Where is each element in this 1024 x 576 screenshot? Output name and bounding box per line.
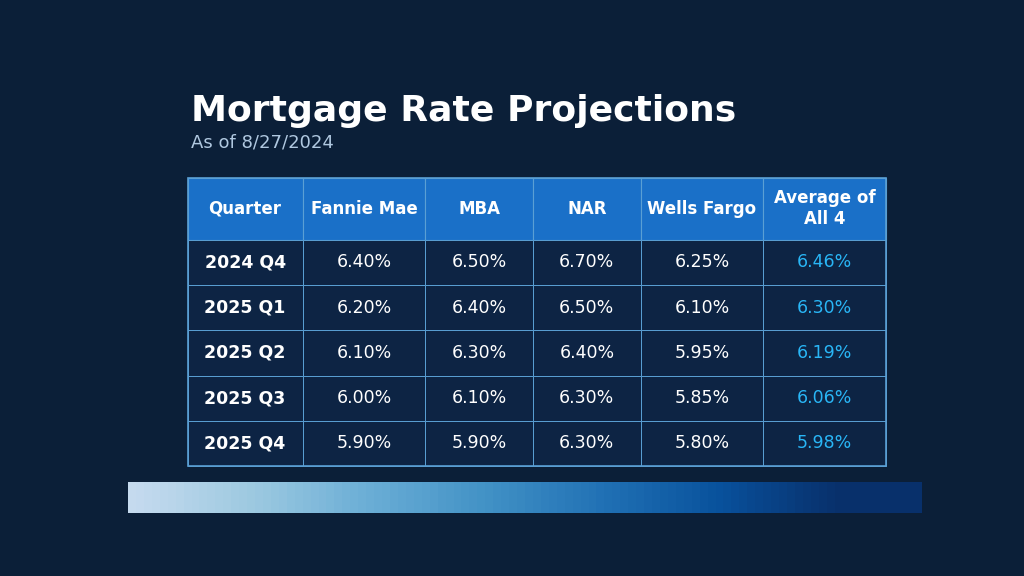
Text: 6.30%: 6.30% bbox=[452, 344, 507, 362]
Bar bbox=[187, 178, 886, 466]
Text: 6.19%: 6.19% bbox=[797, 344, 852, 362]
Bar bbox=[303, 285, 425, 330]
Bar bbox=[641, 285, 763, 330]
Bar bbox=[187, 178, 303, 240]
Text: 5.90%: 5.90% bbox=[336, 434, 391, 452]
Text: 6.06%: 6.06% bbox=[797, 389, 852, 407]
Text: 6.30%: 6.30% bbox=[559, 434, 614, 452]
Bar bbox=[425, 178, 532, 240]
Bar bbox=[641, 240, 763, 285]
Bar bbox=[128, 483, 922, 513]
Bar bbox=[532, 421, 641, 466]
Bar bbox=[641, 178, 763, 240]
Text: 5.90%: 5.90% bbox=[452, 434, 507, 452]
Text: MBA: MBA bbox=[458, 200, 500, 218]
Text: 2024 Q4: 2024 Q4 bbox=[205, 253, 286, 271]
Text: 6.40%: 6.40% bbox=[337, 253, 391, 271]
Text: Average of
All 4: Average of All 4 bbox=[774, 190, 876, 228]
Bar bbox=[763, 330, 886, 376]
Text: 6.50%: 6.50% bbox=[452, 253, 507, 271]
Text: As of 8/27/2024: As of 8/27/2024 bbox=[190, 134, 334, 151]
Bar bbox=[425, 330, 532, 376]
Text: 6.50%: 6.50% bbox=[559, 299, 614, 317]
Text: 6.40%: 6.40% bbox=[559, 344, 614, 362]
Text: 6.30%: 6.30% bbox=[797, 299, 852, 317]
Text: 6.40%: 6.40% bbox=[452, 299, 507, 317]
Bar bbox=[425, 285, 532, 330]
Text: 5.80%: 5.80% bbox=[675, 434, 729, 452]
Bar bbox=[532, 376, 641, 421]
Text: 2025 Q3: 2025 Q3 bbox=[205, 389, 286, 407]
Text: 6.20%: 6.20% bbox=[336, 299, 391, 317]
Bar bbox=[303, 376, 425, 421]
Text: 2025 Q4: 2025 Q4 bbox=[205, 434, 286, 452]
Text: Fannie Mae: Fannie Mae bbox=[310, 200, 418, 218]
Bar bbox=[641, 376, 763, 421]
Text: 6.00%: 6.00% bbox=[336, 389, 391, 407]
Bar bbox=[641, 330, 763, 376]
Text: 2025 Q2: 2025 Q2 bbox=[205, 344, 286, 362]
Text: 6.10%: 6.10% bbox=[452, 389, 507, 407]
Bar bbox=[763, 240, 886, 285]
Text: 5.95%: 5.95% bbox=[675, 344, 730, 362]
Text: 6.70%: 6.70% bbox=[559, 253, 614, 271]
Text: 5.85%: 5.85% bbox=[675, 389, 729, 407]
Bar bbox=[187, 421, 303, 466]
Bar bbox=[763, 285, 886, 330]
Bar bbox=[532, 240, 641, 285]
Bar bbox=[187, 285, 303, 330]
Text: 6.30%: 6.30% bbox=[559, 389, 614, 407]
Bar bbox=[532, 285, 641, 330]
Bar bbox=[425, 421, 532, 466]
Text: NAR: NAR bbox=[567, 200, 606, 218]
Bar bbox=[187, 330, 303, 376]
Bar bbox=[303, 421, 425, 466]
Bar bbox=[303, 178, 425, 240]
Bar bbox=[303, 240, 425, 285]
Text: Wells Fargo: Wells Fargo bbox=[647, 200, 757, 218]
Text: Mortgage Rate Projections: Mortgage Rate Projections bbox=[190, 93, 736, 127]
Bar bbox=[187, 240, 303, 285]
Bar bbox=[187, 376, 303, 421]
Text: 6.46%: 6.46% bbox=[797, 253, 852, 271]
Bar bbox=[425, 376, 532, 421]
Text: 6.25%: 6.25% bbox=[675, 253, 730, 271]
Text: 6.10%: 6.10% bbox=[675, 299, 730, 317]
Bar bbox=[763, 178, 886, 240]
Bar bbox=[641, 421, 763, 466]
Text: Quarter: Quarter bbox=[209, 200, 282, 218]
Bar bbox=[532, 330, 641, 376]
Bar bbox=[303, 330, 425, 376]
Text: 5.98%: 5.98% bbox=[797, 434, 852, 452]
Bar bbox=[425, 240, 532, 285]
Text: 2025 Q1: 2025 Q1 bbox=[205, 299, 286, 317]
Text: 6.10%: 6.10% bbox=[336, 344, 391, 362]
Bar bbox=[532, 178, 641, 240]
Bar bbox=[763, 421, 886, 466]
Bar bbox=[763, 376, 886, 421]
